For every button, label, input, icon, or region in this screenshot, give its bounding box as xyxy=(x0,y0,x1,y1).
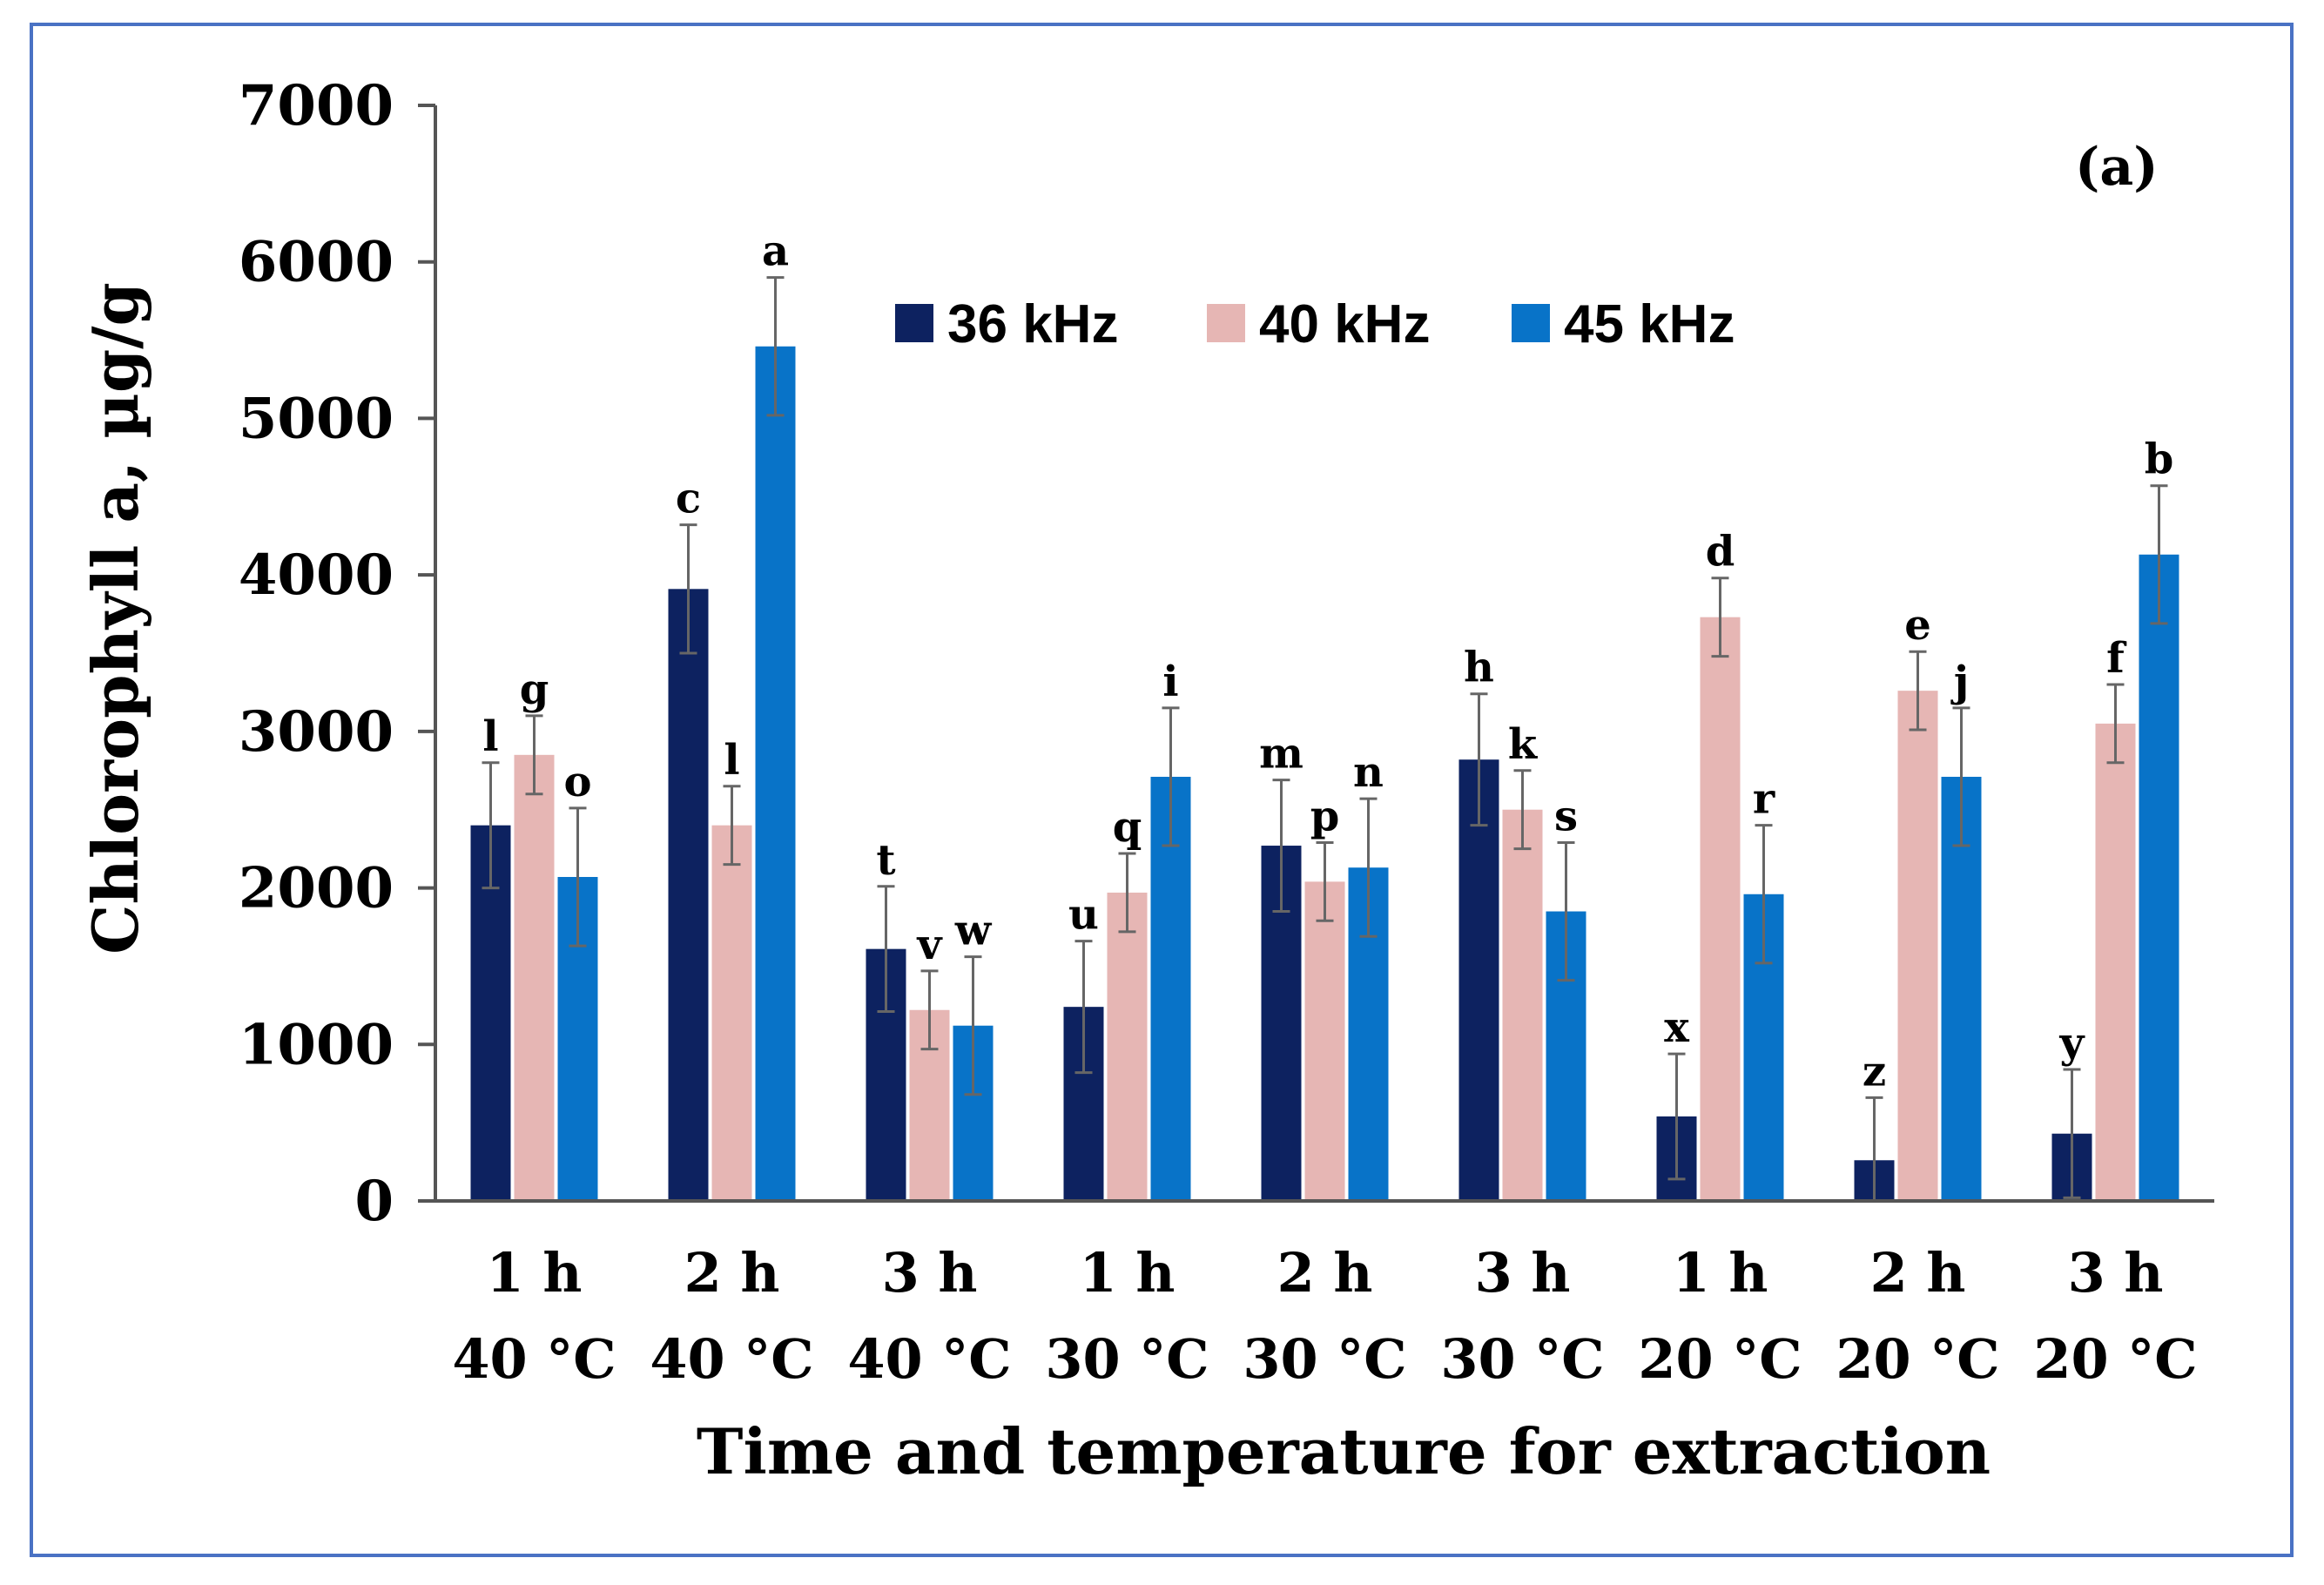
significance-letter: z xyxy=(1863,1047,1886,1096)
x-category-label-time: 2 h xyxy=(1277,1241,1373,1305)
significance-letter: u xyxy=(1068,891,1099,940)
legend: 36 kHz 40 kHz 45 kHz xyxy=(895,294,1735,354)
y-axis-title: Chlorophyll a, µg/g xyxy=(78,282,152,954)
x-category-label-temp: 40 °C xyxy=(650,1327,813,1391)
x-category-label-temp: 20 °C xyxy=(2033,1327,2197,1391)
x-category-label-time: 1 h xyxy=(1080,1241,1175,1305)
significance-letter: r xyxy=(1753,775,1775,824)
bar xyxy=(755,346,796,1201)
x-category-label-time: 1 h xyxy=(1673,1241,1768,1305)
significance-letter: p xyxy=(1310,792,1340,840)
y-axis-ticks xyxy=(418,104,435,1203)
y-tick-label: 3000 xyxy=(239,699,394,765)
x-category-label-time: 3 h xyxy=(2068,1241,2164,1305)
x-category-label-temp: 30 °C xyxy=(1045,1327,1209,1391)
x-category-label-time: 3 h xyxy=(882,1241,978,1305)
bar xyxy=(1150,776,1191,1201)
y-tick-labels: 0 1000 2000 3000 4000 5000 6000 7000 xyxy=(239,73,394,1234)
bar xyxy=(668,589,709,1201)
significance-letter: h xyxy=(1464,644,1494,692)
axes xyxy=(418,105,2214,1203)
bar xyxy=(2139,554,2179,1201)
significance-letter: x xyxy=(1664,1003,1689,1052)
error-bars xyxy=(482,276,2168,1203)
significance-letter: l xyxy=(724,736,739,785)
bar xyxy=(2095,723,2136,1201)
x-category-label-temp: 40 °C xyxy=(847,1327,1011,1391)
significance-letter: o xyxy=(563,758,591,806)
significance-letter: b xyxy=(2145,435,2174,484)
bar xyxy=(1458,759,1499,1201)
legend-label: 45 kHz xyxy=(1564,294,1735,354)
significance-letter: j xyxy=(1950,658,1969,706)
bar xyxy=(514,754,555,1201)
y-tick-label: 5000 xyxy=(239,386,394,451)
bar xyxy=(1107,892,1148,1201)
significance-letter: t xyxy=(876,836,895,885)
y-tick-label: 0 xyxy=(354,1169,394,1234)
significance-letter: w xyxy=(954,907,993,955)
y-tick-label: 7000 xyxy=(239,73,394,138)
significance-letter: n xyxy=(1353,748,1384,797)
x-category-label-temp: 30 °C xyxy=(1243,1327,1406,1391)
bar xyxy=(711,825,752,1201)
legend-label: 40 kHz xyxy=(1259,294,1430,354)
x-category-label-temp: 30 °C xyxy=(1440,1327,1604,1391)
panel-label: (a) xyxy=(2075,137,2159,198)
significance-letter: g xyxy=(520,665,549,714)
significance-letter: k xyxy=(1508,720,1539,769)
x-category-label-time: 3 h xyxy=(1475,1241,1571,1305)
x-category-labels: 1 h 40 °C 2 h 40 °C 3 h 40 °C 1 h 30 °C 2 h 30 °C… xyxy=(452,1241,2197,1391)
x-category-label-time: 2 h xyxy=(684,1241,780,1305)
y-tick-label: 1000 xyxy=(239,1012,394,1077)
significance-letter: y xyxy=(2059,1019,2086,1068)
significance-letter: q xyxy=(1113,803,1142,852)
bar xyxy=(1700,617,1741,1201)
legend-swatch xyxy=(895,304,933,342)
x-axis-title: Time and temperature for extraction xyxy=(697,1414,1991,1488)
significance-letter: m xyxy=(1259,730,1303,779)
legend-swatch xyxy=(1207,304,1245,342)
bar xyxy=(1304,881,1345,1201)
x-category-label-time: 1 h xyxy=(487,1241,583,1305)
y-tick-label: 2000 xyxy=(239,856,394,921)
bar xyxy=(1941,776,1982,1201)
x-category-label-temp: 40 °C xyxy=(452,1327,616,1391)
y-tick-label: 4000 xyxy=(239,543,394,608)
x-category-label-time: 2 h xyxy=(1870,1241,1966,1305)
significance-letter: v xyxy=(917,921,944,969)
bar xyxy=(1897,691,1938,1201)
significance-letter: d xyxy=(1706,528,1735,577)
significance-letter: a xyxy=(762,227,789,276)
significance-letter: l xyxy=(482,712,498,761)
x-category-label-temp: 20 °C xyxy=(1638,1327,1802,1391)
bar xyxy=(1502,809,1543,1201)
significance-letter: e xyxy=(1904,601,1931,650)
significance-letter: i xyxy=(1162,658,1178,706)
legend-label: 36 kHz xyxy=(947,294,1118,354)
significance-letter: c xyxy=(676,475,701,523)
legend-swatch xyxy=(1512,304,1550,342)
x-category-label-temp: 20 °C xyxy=(1836,1327,1999,1391)
y-tick-label: 6000 xyxy=(239,230,394,295)
significance-letter: f xyxy=(2106,634,2127,683)
significance-letter: s xyxy=(1554,792,1578,840)
